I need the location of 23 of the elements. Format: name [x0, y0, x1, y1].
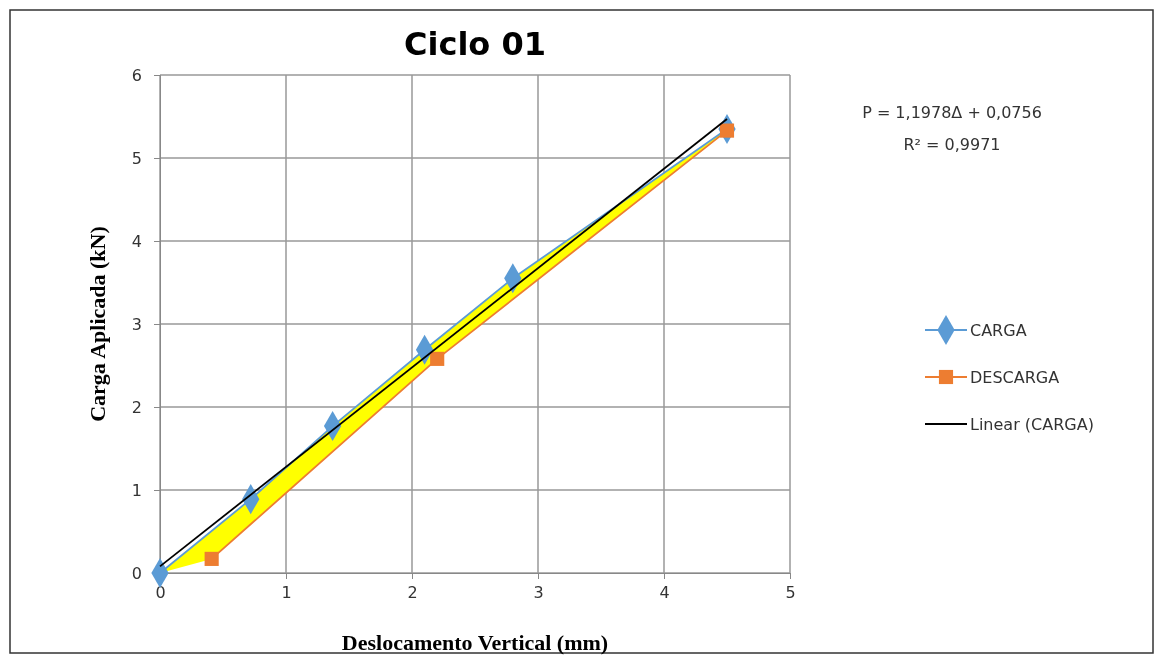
y-tick-label: 2 — [131, 397, 142, 417]
legend-label: Linear (CARGA) — [970, 415, 1094, 434]
point — [430, 351, 445, 366]
x-tick-label: 1 — [281, 583, 292, 603]
legend-label: CARGA — [970, 321, 1027, 340]
text: R² = 0,9971 — [903, 135, 1001, 154]
chart-title: Ciclo 01 — [403, 25, 547, 63]
y-tick-label: 3 — [131, 314, 142, 334]
x-tick-label: 2 — [407, 583, 418, 603]
x-tick-label: 0 — [155, 583, 166, 603]
x-tick-label: 4 — [659, 583, 670, 603]
y-tick-label: 4 — [131, 231, 142, 251]
x-tick-label: 5 — [785, 583, 796, 603]
legend-label: DESCARGA — [970, 368, 1060, 387]
y-tick-label: 6 — [131, 65, 142, 85]
y-tick-label: 1 — [131, 480, 142, 500]
x-axis-title: Deslocamento Vertical (mm) — [341, 630, 609, 655]
y-axis-title: Carga Aplicada (kN) — [85, 226, 110, 422]
text: P = 1,1978Δ + 0,0756 — [862, 103, 1042, 122]
y-tick-label: 0 — [131, 563, 142, 583]
point — [204, 551, 219, 566]
y-tick-label: 5 — [131, 148, 142, 168]
x-tick-label: 3 — [533, 583, 544, 603]
